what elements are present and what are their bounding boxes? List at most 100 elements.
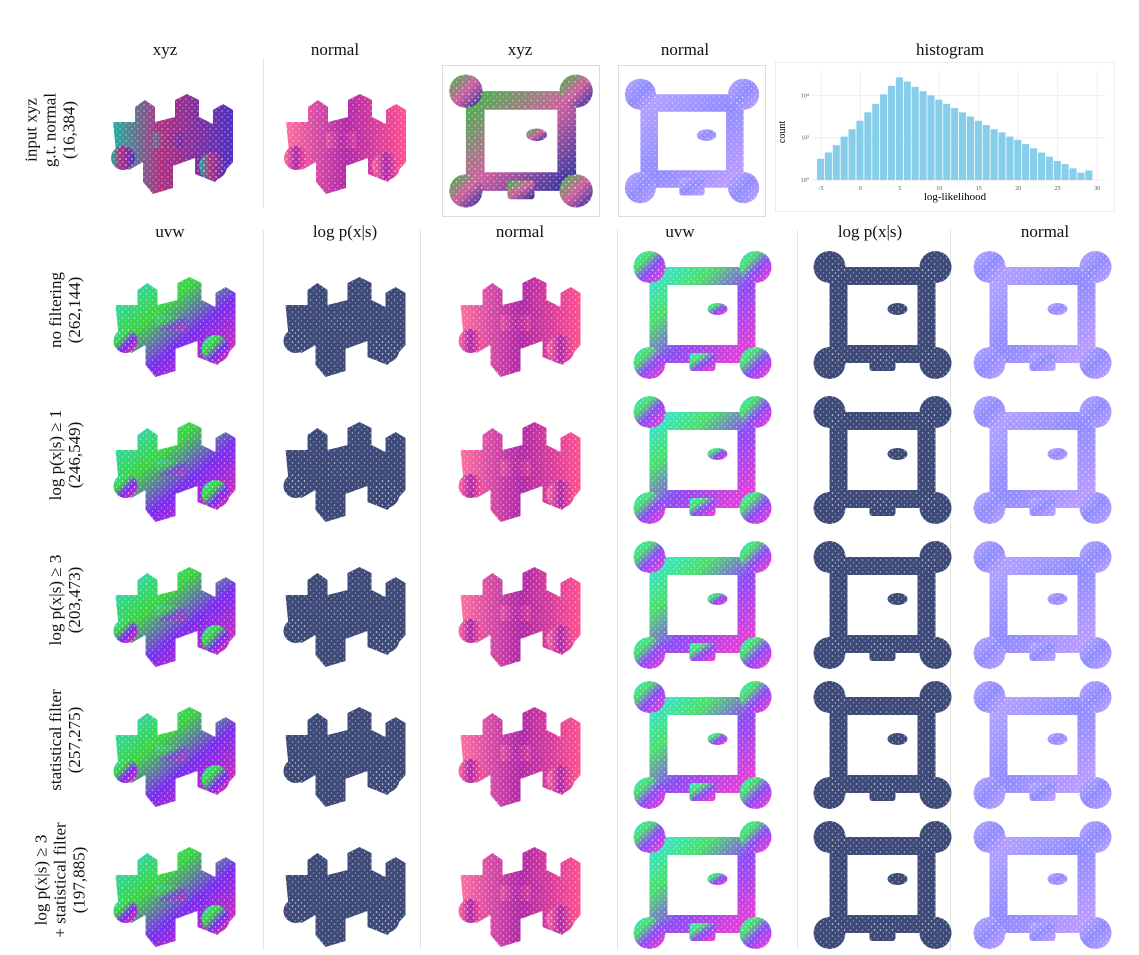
histogram-bar	[1014, 139, 1022, 180]
subheader-normal-b: normal	[1020, 222, 1070, 241]
histogram-xtick: 10	[936, 186, 942, 192]
histogram-xtick: -5	[818, 186, 823, 192]
frame-logp-render	[800, 535, 965, 675]
histogram-ytick: 10⁴	[801, 93, 809, 99]
castle-uvw-render	[95, 390, 250, 530]
histogram-bar	[990, 129, 998, 180]
histogram-bar	[1053, 160, 1061, 180]
histogram-bar	[824, 152, 832, 180]
xyz-frame-box	[442, 65, 600, 217]
frame-normal-render	[960, 815, 1125, 955]
histogram-bar	[1037, 152, 1046, 180]
histogram-bar	[951, 108, 959, 180]
subheader-logp-b: log p(x|s)	[837, 222, 903, 241]
castle-normal-render	[440, 245, 595, 385]
castle-uvw-render	[95, 815, 250, 955]
frame-logp-render	[800, 675, 965, 815]
histogram-bar	[832, 145, 840, 180]
histogram-bar	[856, 120, 864, 180]
frame-uvw-render	[620, 815, 785, 955]
header-normal-b: normal	[660, 40, 710, 59]
histogram-bar	[919, 91, 927, 180]
histogram-xtick: 30	[1094, 186, 1100, 192]
histogram-xtick: 15	[976, 186, 982, 192]
histogram-bar	[998, 132, 1006, 180]
separator	[263, 230, 264, 950]
frame-normal-render	[960, 535, 1125, 675]
frame-render	[619, 66, 765, 216]
separator	[420, 230, 421, 950]
castle-uvw-render	[95, 245, 250, 385]
castle-logp-render	[265, 245, 420, 385]
histogram-chart: -5 0 5 10 15 20 25 30 10⁰ 10² 10⁴ count log-likel…	[775, 62, 1115, 212]
castle-uvw-render	[95, 535, 250, 675]
histogram-bar	[816, 158, 825, 180]
histogram-bar	[982, 125, 990, 180]
castle-logp-render	[265, 390, 420, 530]
histogram-xtick: 20	[1015, 186, 1021, 192]
frame-render	[443, 66, 599, 216]
histogram-bar	[911, 86, 919, 180]
frame-logp-render	[800, 390, 965, 530]
castle-logp-render	[265, 675, 420, 815]
header-normal-a: normal	[310, 40, 360, 59]
separator	[797, 230, 798, 950]
frame-uvw-render	[620, 675, 785, 815]
histogram-bar	[974, 120, 982, 180]
histogram-xtick: 0	[859, 186, 862, 192]
histogram-bar	[943, 103, 951, 180]
histogram-bar	[1045, 156, 1053, 180]
castle-normal-render	[440, 390, 595, 530]
histogram-bar	[927, 95, 935, 180]
subheader-uvw-b: uvw	[665, 222, 695, 241]
frame-normal-render	[960, 245, 1125, 385]
histogram-bar	[903, 81, 911, 180]
histogram-bar	[959, 112, 967, 180]
frame-uvw-render	[620, 535, 785, 675]
histogram-ytick: 10⁰	[801, 177, 810, 184]
castle-render	[268, 62, 418, 202]
header-histogram: histogram	[916, 40, 984, 59]
frame-normal-render	[960, 675, 1125, 815]
histogram-bar	[966, 116, 974, 180]
histogram-bar	[880, 94, 888, 180]
histogram-bar	[895, 77, 903, 180]
subheader-normal-a: normal	[495, 222, 545, 241]
separator	[263, 58, 264, 208]
histogram-bar	[935, 99, 943, 180]
histogram-bar	[872, 103, 880, 180]
frame-logp-render	[800, 245, 965, 385]
subheader-logp-a: log p(x|s)	[312, 222, 378, 241]
castle-render	[95, 62, 245, 202]
histogram-xtick: 5	[898, 186, 901, 192]
subheader-uvw-a: uvw	[155, 222, 185, 241]
castle-normal-render	[440, 815, 595, 955]
castle-logp-render	[265, 815, 420, 955]
frame-uvw-render	[620, 390, 785, 530]
separator	[950, 230, 951, 950]
histogram-bar	[1061, 164, 1069, 180]
histogram-bar	[1006, 136, 1014, 180]
frame-uvw-render	[620, 245, 785, 385]
histogram-bar	[887, 85, 896, 180]
histogram-bar	[1030, 148, 1038, 180]
histogram-bar	[864, 112, 872, 180]
header-xyz-b: xyz	[507, 40, 533, 59]
frame-normal-render	[960, 390, 1125, 530]
histogram-bar	[848, 129, 856, 180]
histogram-xlabel: log-likelihood	[924, 191, 987, 203]
histogram-ytick: 10²	[801, 136, 809, 142]
histogram-bar	[1085, 170, 1093, 180]
histogram-bar	[1077, 172, 1085, 180]
castle-logp-render	[265, 535, 420, 675]
frame-logp-render	[800, 815, 965, 955]
histogram-bar	[1069, 168, 1077, 180]
histogram-ylabel: count	[777, 121, 788, 143]
histogram-xtick: 25	[1055, 186, 1061, 192]
castle-normal-render	[440, 535, 595, 675]
header-xyz-a: xyz	[152, 40, 178, 59]
castle-uvw-render	[95, 675, 250, 815]
histogram-bar	[840, 136, 848, 180]
normal-frame-box	[618, 65, 766, 217]
castle-normal-render	[440, 675, 595, 815]
